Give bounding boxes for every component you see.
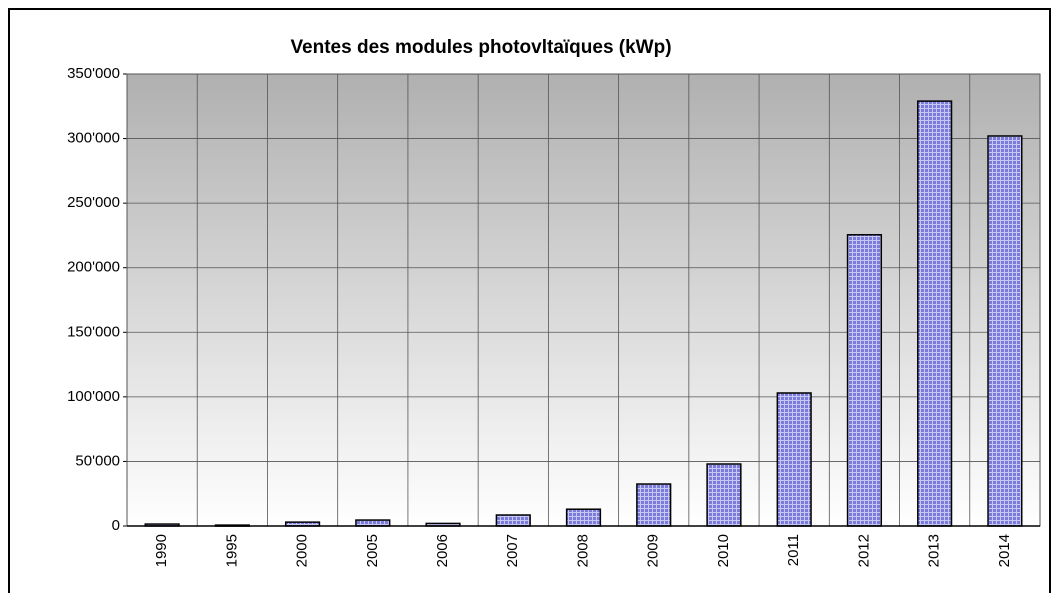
y-tick-label: 50'000: [75, 452, 120, 469]
bar: [846, 234, 883, 527]
x-tick-label: 1995: [223, 534, 240, 567]
y-tick-label: 350'000: [67, 65, 120, 82]
y-tick-label: 150'000: [67, 323, 120, 340]
bar: [706, 463, 742, 527]
x-tick-label: 2000: [294, 534, 311, 567]
bar: [917, 100, 953, 527]
x-tick-label: 2007: [504, 534, 521, 567]
bar: [495, 514, 531, 527]
y-tick-label: 200'000: [67, 259, 120, 276]
plot-area: [127, 74, 1040, 526]
x-tick-label: 2006: [434, 534, 451, 567]
x-tick-label: 2012: [855, 534, 872, 567]
bar: [776, 392, 812, 527]
chart-title: Ventes des modules photovltaïques (kWp): [290, 37, 671, 58]
frame: [8, 8, 1051, 593]
x-tick-label: 2013: [926, 534, 943, 567]
bar: [987, 135, 1023, 527]
x-tick-label: 2008: [574, 534, 591, 567]
bar: [355, 519, 391, 527]
x-tick-label: 2014: [996, 534, 1013, 567]
y-tick-label: 250'000: [67, 194, 120, 211]
y-tick-label: 100'000: [67, 388, 120, 405]
x-tick-label: 2009: [645, 534, 662, 567]
y-tick-label: 0: [112, 517, 120, 534]
x-tick-label: 2011: [785, 534, 802, 566]
x-tick-label: 1990: [153, 534, 170, 567]
y-tick-label: 300'000: [67, 130, 120, 147]
x-tick-label: 2005: [364, 534, 381, 567]
x-tick-label: 2010: [715, 534, 732, 567]
bar: [636, 483, 672, 527]
bar: [565, 508, 602, 527]
